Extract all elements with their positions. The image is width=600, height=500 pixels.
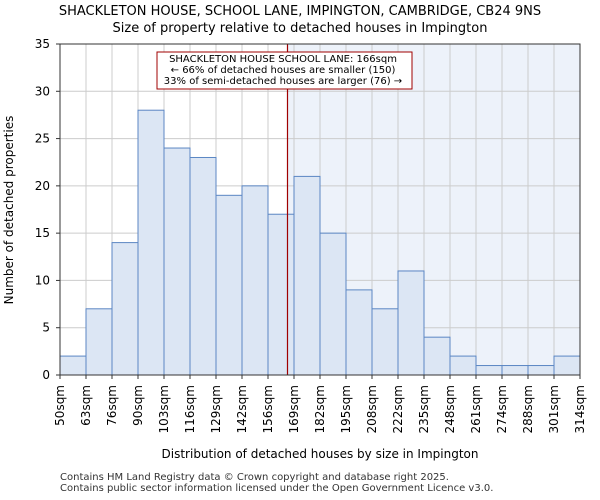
histogram-bar	[553, 355, 581, 376]
histogram-bar	[501, 365, 529, 376]
x-tick-label: 76sqm	[105, 385, 119, 426]
histogram-bar	[293, 175, 321, 376]
histogram-bar	[111, 242, 139, 376]
x-tick-label: 222sqm	[391, 385, 405, 433]
histogram-bar	[475, 365, 503, 376]
y-tick-label: 15	[35, 226, 50, 240]
histogram-bar	[137, 109, 165, 376]
footer-line1: Contains HM Land Registry data © Crown c…	[60, 472, 449, 483]
x-tick-label: 195sqm	[339, 385, 353, 433]
chart-title-line1: SHACKLETON HOUSE, SCHOOL LANE, IMPINGTON…	[59, 4, 541, 19]
y-tick-label: 5	[42, 321, 50, 335]
x-tick-label: 301sqm	[547, 385, 561, 433]
histogram-bar	[215, 194, 243, 376]
x-tick-label: 116sqm	[183, 385, 197, 433]
histogram-bar	[59, 355, 87, 376]
x-tick-label: 182sqm	[313, 385, 327, 433]
histogram-bar	[423, 336, 451, 376]
histogram-bar	[527, 365, 555, 376]
histogram-bar	[449, 355, 477, 376]
x-tick-label: 129sqm	[209, 385, 223, 433]
x-tick-label: 90sqm	[131, 385, 145, 426]
histogram-bar	[371, 308, 399, 376]
x-tick-label: 50sqm	[53, 385, 67, 426]
x-tick-label: 169sqm	[287, 385, 301, 433]
y-tick-label: 0	[42, 368, 50, 382]
annotation-line2: ← 66% of detached houses are smaller (15…	[171, 65, 396, 76]
annotation-line1: SHACKLETON HOUSE SCHOOL LANE: 166sqm	[169, 54, 397, 65]
x-tick-label: 142sqm	[235, 385, 249, 433]
x-axis-label: Distribution of detached houses by size …	[162, 447, 479, 461]
histogram-bar	[85, 308, 113, 376]
x-tick-label: 261sqm	[469, 385, 483, 433]
histogram-bar	[267, 213, 295, 376]
x-tick-label: 274sqm	[495, 385, 509, 433]
x-tick-label: 63sqm	[79, 385, 93, 426]
histogram-bar	[319, 232, 347, 376]
histogram-bar	[397, 270, 425, 376]
x-tick-label: 103sqm	[157, 385, 171, 433]
histogram-bar	[189, 156, 217, 376]
x-tick-label: 314sqm	[573, 385, 587, 433]
histogram-bar	[163, 147, 191, 376]
histogram-bar	[345, 289, 373, 376]
y-tick-label: 25	[35, 132, 50, 146]
histogram-bar	[241, 185, 269, 376]
x-tick-label: 156sqm	[261, 385, 275, 433]
footer-line2: Contains public sector information licen…	[60, 483, 494, 494]
y-tick-label: 20	[35, 179, 50, 193]
x-tick-label: 288sqm	[521, 385, 535, 433]
annotation-box	[156, 51, 413, 90]
y-tick-label: 10	[35, 273, 50, 287]
chart-title-line2: Size of property relative to detached ho…	[113, 21, 488, 36]
x-tick-label: 248sqm	[443, 385, 457, 433]
x-tick-label: 235sqm	[417, 385, 431, 433]
y-tick-label: 35	[35, 37, 50, 51]
x-tick-label: 208sqm	[365, 385, 379, 433]
y-axis-label: Number of detached properties	[2, 116, 16, 305]
y-tick-label: 30	[35, 84, 50, 98]
annotation-line3: 33% of semi-detached houses are larger (…	[164, 76, 402, 87]
